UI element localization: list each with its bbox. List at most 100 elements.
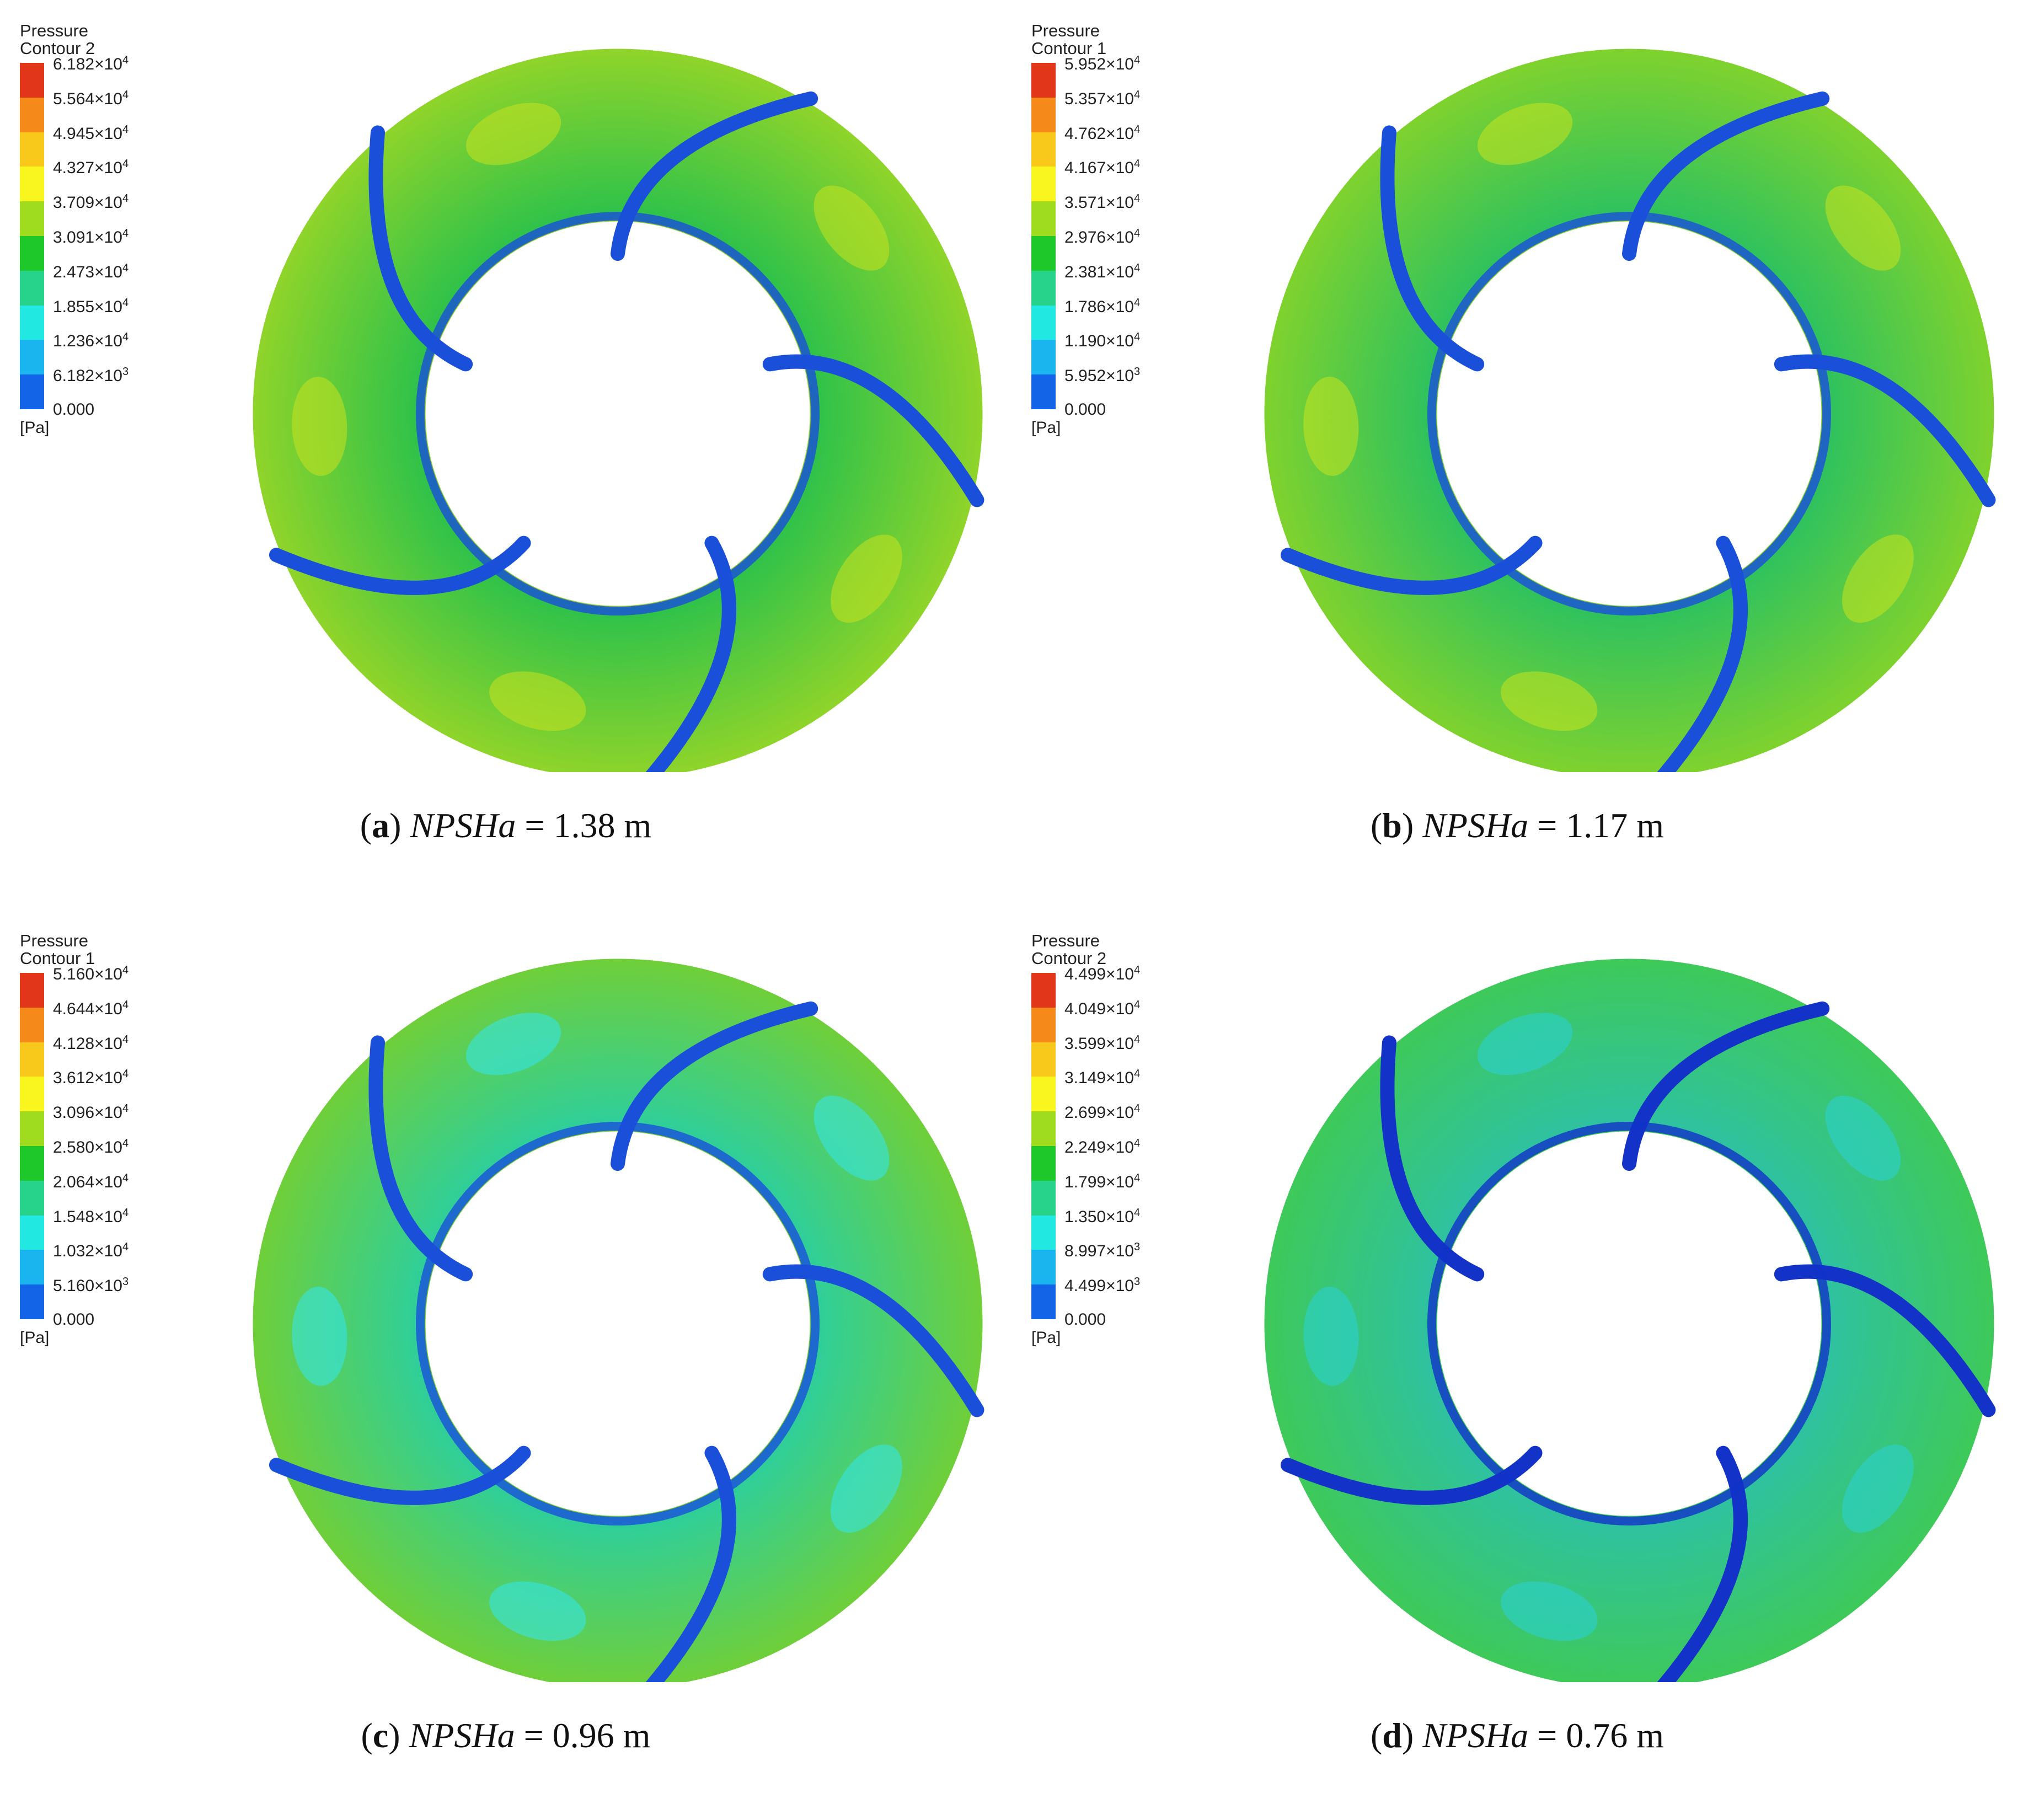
legend-title-line1: Pressure [1031, 931, 1100, 950]
legend-swatch [1031, 235, 1056, 271]
impeller-ring [253, 959, 983, 1682]
legend-tick-label: 4.945×104 [53, 123, 129, 143]
impeller-blade [645, 536, 736, 772]
impeller-contour-d [1264, 959, 1996, 1682]
legend-tick-label: 8.997×103 [1064, 1241, 1141, 1261]
legend-swatch [20, 132, 44, 167]
caption-variable: NPSHa [1422, 806, 1529, 845]
hub-edge [416, 1122, 820, 1525]
legend-title-line1: Pressure [20, 21, 89, 40]
impeller-blade [269, 1446, 531, 1505]
caption-c: (c) NPSHa = 0.96 m [361, 1716, 651, 1755]
legend-tick-label: 3.091×104 [53, 227, 129, 247]
legend-swatch [20, 235, 44, 271]
legend-tick-label: 3.612×104 [53, 1068, 129, 1088]
legend-unit: [Pa] [20, 418, 50, 437]
legend-swatch [1031, 270, 1056, 306]
impeller-contour-a [253, 49, 984, 772]
legend-swatch [1031, 167, 1056, 202]
legend-tick-label: 0.000 [53, 1310, 95, 1329]
pressure-region [489, 1581, 586, 1641]
impeller-blade [645, 1446, 736, 1682]
pressure-region [1303, 1287, 1359, 1386]
legend-tick-label: 5.160×103 [53, 1276, 129, 1296]
caption-value: = 1.38 m [516, 806, 652, 845]
pressure-region [1825, 1095, 1901, 1181]
legend-tick-label: 2.249×104 [1064, 1137, 1141, 1157]
panel-d: Pressure Contour 2 4.499×104 4.049×104 3.5… [1012, 910, 2023, 1820]
legend-tick-label: 3.709×104 [53, 192, 129, 212]
legend-tick-label: 5.952×103 [1064, 366, 1141, 386]
legend-tick-label: 3.096×104 [53, 1102, 129, 1122]
legend-swatch [20, 270, 44, 306]
legend-tick-label: 1.032×104 [53, 1241, 129, 1261]
legend-tick-label: 4.167×104 [1064, 158, 1141, 178]
caption-b: (b) NPSHa = 1.17 m [1370, 806, 1665, 845]
legend-swatch [20, 1215, 44, 1250]
legend-tick-label: 2.699×104 [1064, 1102, 1141, 1122]
legend-unit: [Pa] [1031, 418, 1061, 437]
impeller-blade [368, 125, 473, 372]
legend-tick-label: 2.580×104 [53, 1137, 129, 1157]
legend-swatch [1031, 1111, 1056, 1146]
legend-title-line2: Contour 2 [20, 39, 95, 58]
legend-colorbar [20, 973, 44, 1319]
impeller-blade [1280, 536, 1543, 595]
caption-letter: d [1382, 1716, 1402, 1755]
caption-variable: NPSHa [1422, 1716, 1529, 1755]
legend-title-line1: Pressure [20, 931, 89, 950]
legend-swatch [20, 973, 44, 1008]
legend-swatch [1031, 1145, 1056, 1181]
legend-swatch [1031, 305, 1056, 340]
impeller-ring [253, 49, 983, 772]
legend-swatch [20, 374, 44, 409]
legend-colorbar [1031, 973, 1056, 1319]
legend-tick-label: 2.473×104 [53, 261, 129, 281]
impeller-blade [368, 1035, 473, 1282]
impeller-blade [611, 91, 818, 261]
legend-tick-label: 3.571×104 [1064, 192, 1141, 212]
panel-b: Pressure Contour 1 5.952×104 5.357×104 4.7… [1012, 0, 2023, 910]
caption-variable: NPSHa [409, 1716, 515, 1755]
pressure-region [1501, 671, 1598, 731]
legend-tick-label: 0.000 [1064, 1310, 1106, 1329]
impeller-blade [269, 536, 531, 595]
caption-value: = 1.17 m [1528, 806, 1665, 845]
panel-c: Pressure Contour 1 5.160×104 4.644×104 4.1… [0, 910, 1012, 1820]
pressure-region [831, 1444, 902, 1533]
pressure-region [1825, 185, 1901, 271]
legend-tick-label: 6.182×104 [53, 54, 129, 73]
legend-swatch [20, 167, 44, 202]
pressure-region [1477, 1013, 1573, 1075]
legend-tick-label: 1.799×104 [1064, 1171, 1141, 1191]
legend-tick-label: 4.499×103 [1064, 1276, 1141, 1296]
legend-swatch [20, 201, 44, 236]
pressure-region [489, 671, 586, 731]
legend-tick-label: 6.182×103 [53, 366, 129, 386]
legend-swatch [20, 1042, 44, 1077]
legend-swatch [1031, 1180, 1056, 1216]
legend-tick-label: 5.564×104 [53, 88, 129, 108]
legend-unit: [Pa] [20, 1328, 50, 1347]
legend-tick-label: 3.149×104 [1064, 1068, 1141, 1088]
legend-tick-label: 4.049×104 [1064, 998, 1141, 1018]
caption-value: = 0.96 m [515, 1716, 651, 1755]
legend-swatch [20, 1077, 44, 1112]
legend-swatch [20, 1145, 44, 1181]
legend-swatch [20, 1007, 44, 1042]
legend-b: Pressure Contour 1 5.952×104 5.357×104 4.7… [1031, 22, 1197, 437]
pressure-region [465, 1013, 561, 1075]
legend-swatch [20, 305, 44, 340]
legend-colorbar [20, 63, 44, 409]
pressure-region [1501, 1581, 1598, 1641]
impeller-ring [1264, 959, 1994, 1682]
legend-tick-label: 1.190×104 [1064, 331, 1141, 351]
legend-swatch [1031, 1007, 1056, 1042]
legend-tick-label: 5.357×104 [1064, 88, 1141, 108]
impeller-blade [1380, 1035, 1485, 1282]
caption-variable: NPSHa [410, 806, 516, 845]
pressure-region [1842, 1444, 1914, 1533]
impeller-blade [1774, 1264, 1996, 1417]
legend-tick-label: 1.350×104 [1064, 1206, 1141, 1226]
legend-swatch [20, 1250, 44, 1285]
